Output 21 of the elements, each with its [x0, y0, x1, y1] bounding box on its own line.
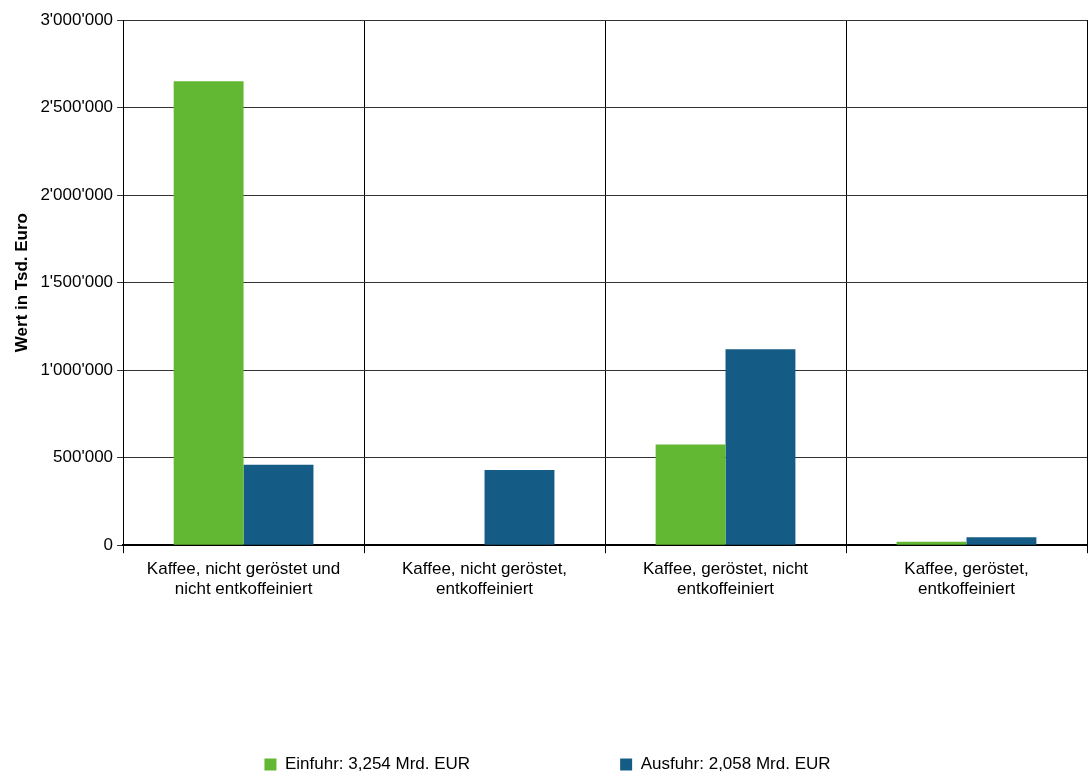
x-tick-label: Kaffee, nicht geröstet, entkoffeiniert: [402, 559, 568, 599]
y-tick-label: 2'500'000: [40, 97, 114, 117]
y-tick-label: 1'500'000: [40, 272, 114, 292]
y-tick-label: 500'000: [53, 447, 114, 467]
bar: [243, 464, 314, 545]
legend-label: Einfuhr: 3,254 Mrd. EUR: [284, 754, 471, 774]
bar: [725, 349, 796, 545]
y-axis-title: Wert in Tsd. Euro: [11, 213, 31, 353]
legend-label: Ausfuhr: 2,058 Mrd. EUR: [640, 754, 831, 774]
y-tick-label: 3'000'000: [40, 9, 114, 29]
bar: [966, 537, 1037, 545]
x-tick-label: Kaffee, geröstet, nicht entkoffeiniert: [642, 559, 809, 599]
bar: [173, 81, 244, 545]
bar: [896, 541, 967, 545]
y-tick-label: 0: [103, 534, 114, 554]
bar: [655, 444, 726, 545]
x-tick-label: Kaffee, nicht geröstet und nicht entkoffeiniert: [146, 559, 341, 599]
y-tick-label: 1'000'000: [40, 359, 114, 379]
x-tick-label: Kaffee, geröstet, entkoffeiniert: [904, 559, 1029, 599]
y-tick-label: 2'000'000: [40, 184, 114, 204]
bar: [484, 469, 555, 545]
